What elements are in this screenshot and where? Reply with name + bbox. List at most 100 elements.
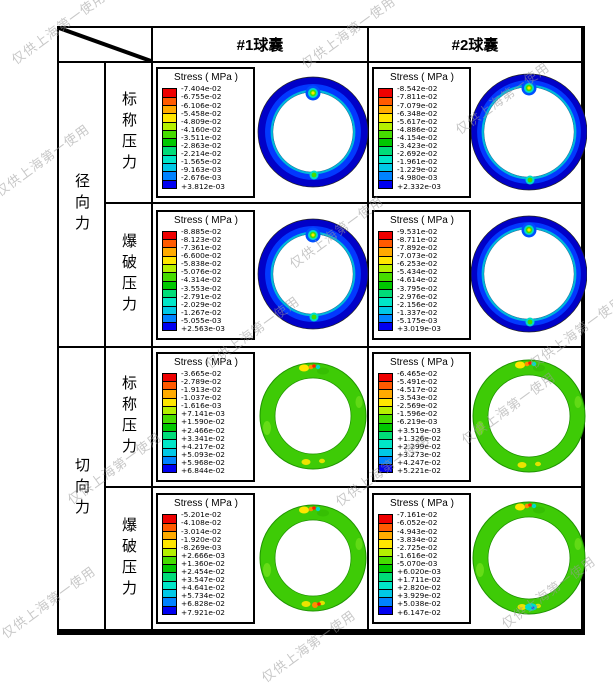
- contour-cell-radial-nominal-1: Stress ( MPa ) -7.404e-02 -6.755e-02 -6.106…: [153, 63, 369, 202]
- legend-title: Stress ( MPa ): [174, 214, 238, 226]
- legend-value-column: -6.465e-02 -5.491e-02 -4.517e-02 -3.543e-02…: [397, 369, 441, 475]
- stress-legend: Stress ( MPa ) -7.404e-02 -6.755e-02 -6.106…: [156, 67, 255, 198]
- legend-value: +1.711e-02: [397, 575, 441, 585]
- legend-value: -9.163e-03: [181, 165, 222, 175]
- legend-value: -1.616e-02: [397, 550, 438, 560]
- legend-value: -1.267e-02: [181, 307, 222, 317]
- legend-value: -5.491e-02: [397, 376, 438, 386]
- stress-legend: Stress ( MPa ) -6.465e-02 -5.491e-02 -4.517…: [372, 351, 471, 483]
- legend-value: +7.141e-03: [181, 409, 225, 419]
- legend-value: +4.217e-02: [181, 441, 225, 451]
- legend-value: +6.828e-02: [181, 599, 225, 609]
- legend-value: -6.348e-02: [397, 108, 438, 118]
- legend-value: -7.079e-02: [397, 100, 438, 110]
- contour-cell-radial-burst-2: Stress ( MPa ) -9.531e-02 -8.711e-02 -7.892…: [369, 204, 587, 346]
- legend-value: -4.980e-03: [397, 173, 438, 183]
- stress-contour-ring: [257, 218, 369, 330]
- legend-value: +2.466e-02: [181, 425, 225, 435]
- legend-swatch: [162, 179, 177, 189]
- legend-value: -1.565e-02: [181, 157, 222, 167]
- contour-cell-tangential-nominal-1: Stress ( MPa ) -3.665e-02 -2.789e-02 -1.913…: [153, 348, 367, 486]
- legend-value: -5.617e-02: [397, 116, 438, 126]
- legend-value: -4.314e-02: [181, 275, 222, 285]
- row-group-radial-force: 径向力: [59, 63, 104, 346]
- legend-value: -5.201e-02: [181, 510, 222, 520]
- legend-value: -7.161e-02: [397, 510, 438, 520]
- contour-plot-area: [255, 350, 371, 484]
- legend-value: -2.789e-02: [181, 376, 222, 386]
- legend-value: -8.711e-02: [397, 234, 438, 244]
- legend-body: -8.542e-02 -7.811e-02 -7.079e-02 -6.348e-02…: [378, 85, 466, 190]
- legend-value: -2.692e-02: [397, 149, 438, 159]
- stress-legend: Stress ( MPa ) -8.542e-02 -7.811e-02 -7.079…: [372, 67, 471, 198]
- legend-value: -9.531e-02: [397, 226, 438, 236]
- legend-value: +3.019e-03: [397, 324, 441, 334]
- legend-value: -5.838e-02: [181, 259, 222, 269]
- row-label-nominal-pressure: 标称压力: [106, 63, 151, 202]
- legend-value: -4.154e-02: [397, 132, 438, 142]
- row-label-nominal-pressure: 标称压力: [106, 348, 151, 486]
- legend-swatch: [162, 322, 177, 332]
- legend-value: +1.360e-02: [181, 558, 225, 568]
- contour-plot-area: [255, 208, 371, 342]
- legend-value: +5.093e-02: [181, 449, 225, 459]
- legend-value: -4.108e-02: [181, 518, 222, 528]
- legend-value: -5.070e-03: [397, 558, 438, 568]
- legend-value: -4.517e-02: [397, 385, 438, 395]
- legend-value: -1.229e-02: [397, 165, 438, 175]
- legend-value-column: -8.542e-02 -7.811e-02 -7.079e-02 -6.348e-02…: [397, 85, 441, 190]
- legend-value: -4.160e-02: [181, 124, 222, 134]
- legend-value: -6.253e-02: [397, 259, 438, 269]
- legend-value: +5.734e-02: [181, 591, 225, 601]
- legend-value: -8.542e-02: [397, 84, 438, 94]
- legend-value-column: -7.161e-02 -6.052e-02 -4.943e-02 -3.834e-02…: [397, 511, 441, 616]
- contour-plot-area: [471, 208, 587, 342]
- legend-title: Stress ( MPa ): [174, 72, 238, 84]
- legend-swatch: [162, 464, 177, 474]
- legend-value: +3.547e-02: [181, 575, 225, 585]
- legend-swatch: [378, 464, 393, 474]
- legend-value: -2.725e-02: [397, 542, 438, 552]
- legend-value: -3.665e-02: [181, 368, 222, 378]
- legend-value: -7.404e-02: [181, 84, 222, 94]
- row-group-tangential-force: 切向力: [59, 348, 104, 629]
- legend-swatch-column: [378, 230, 393, 333]
- legend-value: +4.641e-02: [181, 583, 225, 593]
- stress-contour-ring: [471, 215, 587, 333]
- legend-value: +6.147e-02: [397, 607, 441, 617]
- row-label-text: 标称压力: [120, 90, 137, 175]
- stress-contour-ring: [259, 362, 367, 470]
- legend-value: -5.055e-03: [181, 315, 222, 325]
- stress-contour-ring: [257, 76, 369, 187]
- legend-value: -2.569e-02: [397, 401, 438, 411]
- legend-value: -4.614e-02: [397, 275, 438, 285]
- legend-value: -3.795e-02: [397, 283, 438, 293]
- stress-legend: Stress ( MPa ) -5.201e-02 -4.108e-02 -3.014…: [156, 493, 255, 624]
- legend-value: +6.844e-02: [181, 466, 225, 476]
- stress-contour-ring: [471, 73, 587, 190]
- legend-value: +2.666e-03: [181, 550, 225, 560]
- legend-swatch: [378, 322, 393, 332]
- legend-swatch: [162, 605, 177, 615]
- legend-value: -3.834e-02: [397, 534, 438, 544]
- stress-legend: Stress ( MPa ) -8.885e-02 -8.123e-02 -7.361…: [156, 209, 255, 341]
- legend-title: Stress ( MPa ): [174, 356, 238, 368]
- legend-value: +3.812e-03: [181, 181, 225, 191]
- legend-swatch-column: [378, 514, 393, 616]
- legend-value: -2.791e-02: [181, 291, 222, 301]
- stress-legend: Stress ( MPa ) -7.161e-02 -6.052e-02 -4.943…: [372, 493, 471, 624]
- legend-swatch-column: [162, 230, 177, 333]
- legend-value: -3.511e-02: [181, 132, 222, 142]
- legend-value: -8.885e-02: [181, 226, 222, 236]
- legend-body: -5.201e-02 -4.108e-02 -3.014e-02 -1.920e-02…: [162, 511, 250, 616]
- column-header-balloon-2: #2球囊: [369, 28, 581, 61]
- legend-body: -8.885e-02 -8.123e-02 -7.361e-02 -6.600e-02…: [162, 226, 250, 333]
- legend-value: +3.273e-02: [397, 449, 441, 459]
- legend-value: -6.052e-02: [397, 518, 438, 528]
- legend-value: -1.913e-02: [181, 385, 222, 395]
- legend-value-column: -3.665e-02 -2.789e-02 -1.913e-02 -1.037e-02…: [181, 368, 225, 476]
- legend-value: -6.600e-02: [181, 251, 222, 261]
- legend-value: -3.014e-02: [181, 526, 222, 536]
- legend-title: Stress ( MPa ): [390, 356, 454, 368]
- legend-value: -1.961e-02: [397, 157, 438, 167]
